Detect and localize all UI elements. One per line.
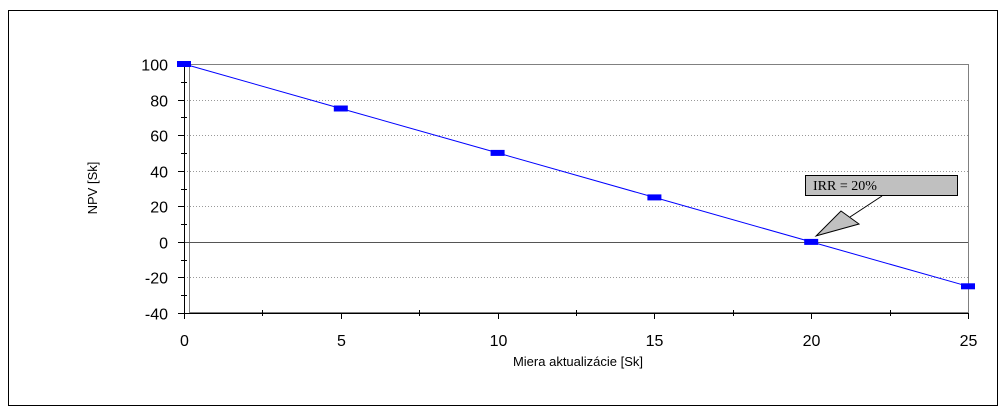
irr-annotation: IRR = 20% bbox=[805, 175, 958, 237]
data-point bbox=[490, 149, 505, 156]
x-tick-label: 20 bbox=[803, 333, 821, 350]
x-tick-label: 15 bbox=[646, 333, 664, 350]
x-tick-label: 0 bbox=[180, 333, 189, 350]
y-tick-label: 80 bbox=[150, 94, 168, 111]
data-point bbox=[177, 61, 191, 67]
axes bbox=[178, 64, 969, 319]
grid-lines bbox=[184, 64, 968, 278]
y-tick-label: 60 bbox=[150, 129, 168, 146]
series-line bbox=[183, 63, 969, 287]
y-tick-label: -40 bbox=[145, 307, 168, 324]
callout-pointer bbox=[814, 210, 861, 237]
data-point bbox=[804, 238, 819, 245]
callout-label: IRR = 20% bbox=[813, 179, 877, 194]
data-point bbox=[333, 105, 348, 112]
x-tick-label: 5 bbox=[337, 333, 346, 350]
data-point bbox=[961, 283, 975, 290]
y-tick-label: 40 bbox=[150, 165, 168, 182]
y-axis-title: NPV [Sk] bbox=[85, 162, 100, 215]
data-point bbox=[647, 194, 662, 201]
callout-box bbox=[805, 175, 958, 196]
series-layer bbox=[177, 61, 975, 290]
y-tick-label: 100 bbox=[141, 58, 168, 75]
y-tick-label: 0 bbox=[159, 236, 168, 253]
y-tick-label: 20 bbox=[150, 200, 168, 217]
x-tick-label: 10 bbox=[490, 333, 508, 350]
x-axis-title: Miera aktualizácie [Sk] bbox=[513, 354, 643, 369]
x-tick-label: 25 bbox=[960, 333, 978, 350]
tick-labels: -40 -20 0 20 40 60 80 100 0 5 10 15 20 25 bbox=[141, 58, 977, 351]
callout-leader bbox=[849, 195, 883, 218]
y-tick-label: -20 bbox=[145, 271, 168, 288]
